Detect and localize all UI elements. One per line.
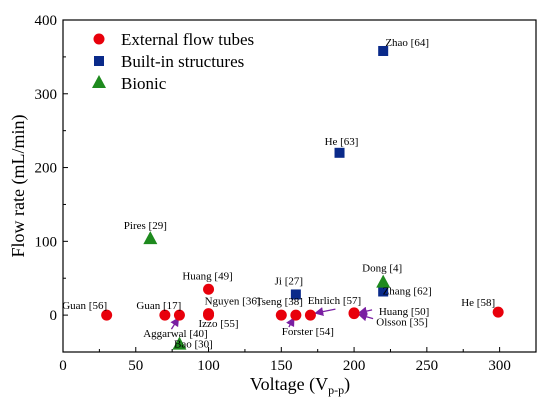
legend-marker-bionic (92, 75, 106, 88)
legend-label-bionic: Bionic (121, 74, 167, 93)
legend-marker-built-in-structures (94, 56, 104, 66)
guan-56-point (101, 309, 113, 321)
legend-label-external-flow-tubes: External flow tubes (121, 30, 254, 49)
ji-27-point (290, 289, 301, 300)
olsson-35-point (348, 308, 360, 320)
plot-area (62, 19, 537, 353)
zhang-62-label: Zhang [62] (383, 286, 432, 298)
x-tick-label: 0 (59, 358, 67, 374)
izzo-55-point (203, 309, 215, 321)
y-tick-label: 300 (35, 87, 58, 103)
legend: External flow tubes Built-in structures Bi… (92, 30, 254, 93)
zhang-62-point (378, 286, 389, 297)
guan-17-point (159, 309, 171, 321)
x-tick-label: 300 (488, 358, 511, 374)
data-points (101, 45, 504, 350)
x-tick-label: 200 (343, 358, 366, 374)
he-63-point (334, 147, 345, 158)
y-tick-label: 200 (35, 161, 58, 177)
x-tick-label: 100 (197, 358, 220, 374)
huang-50-label: Huang [50] (379, 306, 429, 318)
bao-30-label: Bao [30] (174, 339, 213, 351)
aggarwal-40-label: Aggarwal [40] (143, 328, 207, 340)
legend-marker-external-flow-tubes (93, 33, 105, 45)
dong-4-point (376, 274, 391, 288)
zhao-64-label: Zhao [64] (385, 37, 429, 49)
guan-17-label: Guan [17] (136, 300, 181, 312)
guan-56-label: Guan [56] (62, 300, 107, 312)
pires-29-label: Pires [29] (124, 220, 167, 232)
he-63-label: He [63] (325, 136, 359, 148)
huang-49-label: Huang [49] (182, 270, 232, 282)
annotation-arrow (357, 306, 373, 316)
annotation-arrow (314, 307, 336, 317)
zhao-64-point (378, 45, 389, 56)
ji-27-label: Ji [27] (275, 275, 303, 287)
bao-30-point (172, 336, 187, 350)
annotation-arrow (357, 312, 374, 322)
point-labels: Guan [56] Guan [17] Aggarwal [40] Huang [49… (62, 37, 495, 351)
he-58-point (492, 306, 504, 318)
x-axis-ticks: 0 50 100 150 200 250 300 (59, 347, 511, 374)
pires-29-point (143, 231, 158, 245)
x-axis-title: Voltage (Vp-p) (250, 374, 350, 397)
forster-54-label: Forster [54] (282, 326, 334, 338)
legend-label-built-in-structures: Built-in structures (121, 52, 244, 71)
tseng-38-point (275, 309, 287, 321)
x-tick-label: 50 (128, 358, 143, 374)
nguyen-36-label: Nguyen [36] (205, 296, 261, 308)
huang-49-point (203, 283, 215, 295)
aggarwal-40-point (173, 309, 185, 321)
ehrlich-57-point (304, 309, 316, 321)
dong-4-label: Dong [4] (362, 263, 402, 275)
x-tick-label: 150 (270, 358, 293, 374)
tseng-38-label: Tseng [38] (256, 296, 303, 308)
y-tick-label: 400 (35, 13, 58, 29)
ehrlich-57-label: Ehrlich [57] (308, 295, 361, 307)
forster-54-point (290, 309, 302, 321)
y-tick-label: 100 (35, 234, 58, 250)
y-tick-label: 0 (50, 308, 58, 324)
izzo-55-label: Izzo [55] (199, 318, 239, 330)
he-58-label: He [58] (461, 297, 495, 309)
y-axis-title: Flow rate (mL/min) (8, 115, 29, 258)
x-tick-label: 250 (416, 358, 439, 374)
olsson-35-label: Olsson [35] (376, 317, 428, 329)
y-axis-ticks: 0 100 200 300 400 (35, 13, 68, 324)
